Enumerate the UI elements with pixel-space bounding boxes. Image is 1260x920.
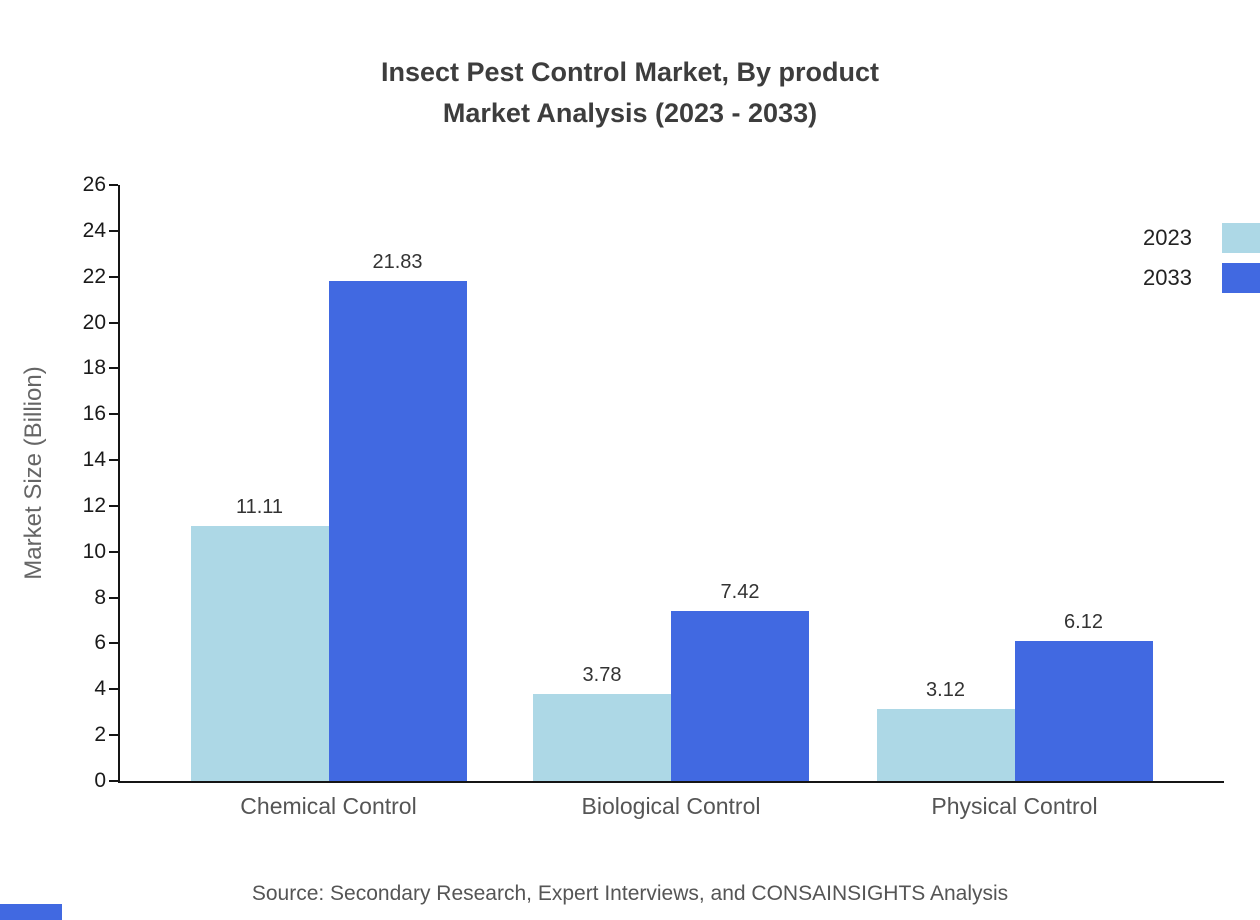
- y-tick-label: 12: [82, 493, 106, 517]
- bar-value-label: 3.12: [926, 679, 965, 702]
- bar-value-label: 7.42: [720, 580, 760, 603]
- y-tick-mark: [109, 550, 118, 553]
- legend-swatch-2033-icon: [1222, 263, 1260, 293]
- y-tick-label: 2: [94, 723, 106, 747]
- y-tick-mark: [109, 184, 118, 186]
- y-tick-mark: [109, 413, 118, 416]
- legend-swatch-2023-icon: [1222, 223, 1260, 253]
- y-axis-title: Market Size (Billion): [20, 366, 47, 580]
- y-tick-mark: [109, 504, 118, 507]
- y-tick-mark: [109, 596, 118, 599]
- y-tick-mark: [109, 229, 118, 232]
- x-category-label: Biological Control: [581, 793, 761, 819]
- x-category-label: Physical Control: [931, 793, 1098, 819]
- legend-label-2023: 2023: [1143, 225, 1192, 250]
- bar-2023-biological-control: [533, 694, 671, 781]
- bar-2033-biological-control: [671, 610, 809, 781]
- y-tick-label: 24: [82, 218, 106, 242]
- y-tick-label: 4: [94, 677, 106, 701]
- y-tick-label: 10: [82, 539, 106, 563]
- y-tick-mark: [109, 734, 118, 737]
- legend: 2023 2033: [1143, 218, 1260, 298]
- y-tick-mark: [109, 780, 118, 782]
- x-category-label: Chemical Control: [240, 793, 417, 819]
- y-tick-mark: [109, 321, 118, 324]
- y-tick-mark: [109, 688, 118, 691]
- legend-item-2033: 2033: [1143, 258, 1260, 298]
- bar-2023-physical-control: [876, 709, 1015, 781]
- bar-value-label: 11.11: [235, 496, 284, 519]
- y-tick-label: 14: [82, 448, 106, 472]
- y-tick-label: 16: [82, 402, 106, 426]
- y-tick-mark: [109, 367, 118, 370]
- chart-title-line1: Insect Pest Control Market, By product: [380, 57, 880, 87]
- y-tick-label: 26: [82, 173, 106, 196]
- y-tick-label: 20: [82, 310, 106, 334]
- y-tick-label: 22: [82, 264, 106, 288]
- y-tick-mark: [109, 459, 118, 462]
- legend-label-2033: 2033: [1143, 265, 1192, 290]
- y-tick-mark: [109, 275, 118, 278]
- chart-title: Insect Pest Control Market, By product M…: [0, 52, 1260, 134]
- bar-2023-chemical-control: [190, 526, 329, 781]
- bottom-left-blue-mark: [0, 904, 62, 920]
- plot-area: 0 2 4 6 8 10 12 14 16 18 20 22 24 26 11.11 21.83 Chemica…: [83, 173, 1224, 819]
- bar-2033-chemical-control: [328, 280, 467, 781]
- bar-2033-physical-control: [1014, 640, 1153, 781]
- y-tick-label: 8: [94, 585, 106, 609]
- bar-value-label: 21.83: [372, 250, 423, 273]
- y-tick-label: 18: [82, 356, 106, 380]
- legend-item-2023: 2023: [1143, 218, 1260, 258]
- y-tick-mark: [109, 642, 118, 645]
- y-tick-label: 0: [94, 769, 106, 792]
- chart-title-line2: Market Analysis (2023 - 2033): [442, 98, 818, 128]
- source-attribution: Source: Secondary Research, Expert Inter…: [251, 882, 1009, 905]
- bar-value-label: 6.12: [1064, 610, 1103, 633]
- bar-value-label: 3.78: [582, 664, 622, 687]
- y-tick-label: 6: [94, 631, 106, 655]
